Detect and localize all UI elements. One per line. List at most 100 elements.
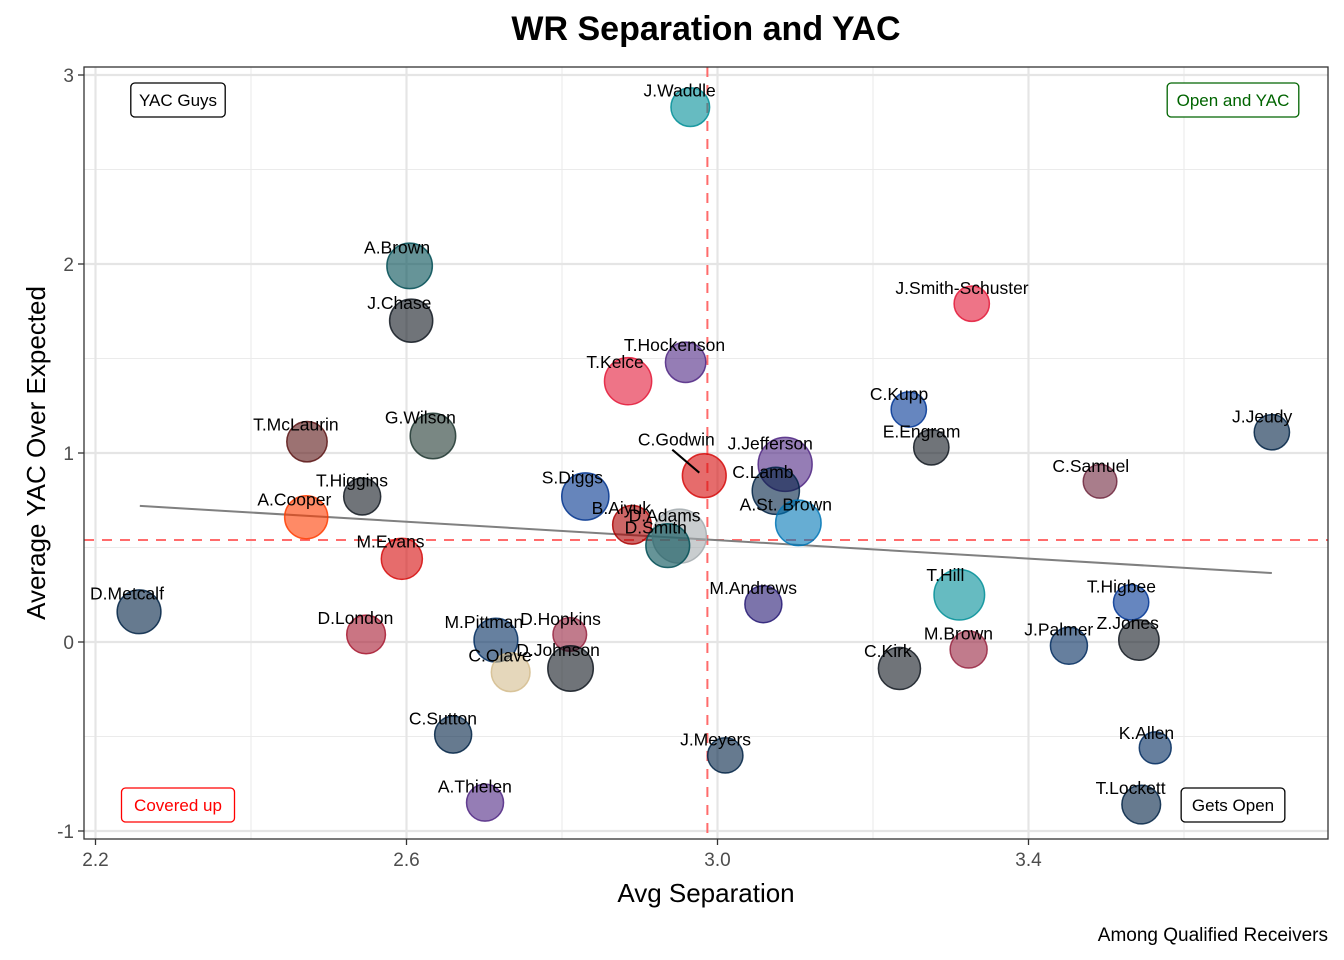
y-tick-label: 1 [63, 444, 74, 465]
point-label: C.Kupp [870, 384, 928, 404]
point-label: M.Brown [924, 623, 993, 643]
data-point [386, 242, 434, 290]
point-label: A.Thielen [438, 776, 512, 796]
y-axis-title: Average YAC Over Expected [21, 286, 51, 620]
point-label: D.Smith [625, 518, 687, 538]
point-label: S.Diggs [542, 467, 604, 487]
data-point [890, 391, 928, 428]
point-label: T.Hill [926, 565, 964, 585]
chart-title: WR Separation and YAC [511, 10, 900, 48]
data-point [603, 356, 653, 406]
point-label: J.Waddle [643, 80, 715, 100]
data-point [1117, 619, 1160, 662]
gridlines [84, 67, 1328, 839]
data-point [560, 472, 610, 521]
quadrant-label: YAC Guys [139, 91, 217, 110]
point-label: C.Olave [468, 646, 531, 666]
point-label: T.Higbee [1087, 577, 1156, 597]
y-axis: -1 0 1 2 3 [57, 66, 84, 843]
point-label: Z.Jones [1097, 613, 1159, 633]
quadrant-labels: YAC Guys Open and YAC Covered up Gets Open [120, 82, 1300, 823]
point-label: J.Jeudy [1232, 407, 1293, 427]
data-point [388, 298, 434, 344]
quadrant-label: Open and YAC [1177, 91, 1290, 110]
point-label: C.Samuel [1052, 456, 1129, 476]
point-label: T.Kelce [586, 352, 643, 372]
point-label: D.Metcalf [90, 584, 164, 604]
point-label: J.Meyers [680, 730, 751, 750]
label-leader-line [671, 448, 700, 474]
point-label: A.St. Brown [740, 494, 832, 514]
x-axis-title: Avg Separation [617, 878, 794, 908]
point-label: E.Engram [883, 422, 961, 442]
data-point [433, 715, 473, 754]
data-point [547, 644, 595, 692]
point-label: T.Higgins [316, 470, 388, 490]
data-point [953, 285, 991, 323]
data-point [912, 428, 950, 466]
data-point [949, 630, 988, 669]
point-label: C.Sutton [409, 708, 477, 728]
point-label: D.London [317, 608, 393, 628]
data-point [706, 737, 744, 774]
x-axis: 2.2 2.6 3.0 3.4 [82, 839, 1042, 871]
quadrant-label: Gets Open [1192, 796, 1274, 815]
point-label: M.Pittman [444, 612, 523, 632]
quadrant-label-box [120, 787, 236, 823]
x-tick-label: 3.4 [1015, 850, 1042, 871]
data-point [1112, 583, 1150, 621]
point-label: A.Brown [364, 237, 430, 257]
data-point [409, 412, 457, 460]
data-point [342, 477, 382, 516]
point-label: C.Lamb [732, 462, 793, 482]
point-label: K.Allen [1119, 723, 1174, 743]
y-tick-label: 2 [63, 255, 74, 276]
data-point [744, 584, 783, 624]
y-tick-label: 3 [63, 66, 74, 87]
plot-panel: J.Waddle A.Brown J.Chase J.Smith-Schuster T.… [83, 66, 1329, 840]
point-label: T.McLaurin [253, 415, 339, 435]
data-point [1253, 413, 1291, 451]
data-point [774, 499, 822, 547]
point-label: D.Adams [629, 505, 701, 525]
x-tick-label: 2.2 [82, 850, 108, 871]
point-label: G.Wilson [385, 407, 456, 427]
point-label: D.Hopkins [520, 609, 601, 629]
data-point [380, 537, 424, 581]
point-label: M.Andrews [709, 578, 797, 598]
point-label: T.Lockett [1096, 778, 1166, 798]
y-tick-label: -1 [57, 822, 74, 843]
data-point [664, 341, 707, 384]
data-point [116, 589, 162, 635]
point-label: C.Kirk [864, 641, 912, 661]
quadrant-label: Covered up [134, 796, 222, 815]
data-point [611, 504, 653, 545]
data-point [345, 614, 387, 655]
data-point [1082, 463, 1118, 499]
data-point [670, 87, 711, 128]
x-tick-label: 3.0 [704, 850, 730, 871]
data-point [645, 522, 691, 569]
quadrant-label-box [130, 82, 226, 118]
data-points [116, 87, 1291, 825]
point-label: J.Jefferson [728, 433, 813, 453]
point-label: T.Hockenson [624, 335, 725, 355]
data-point [286, 420, 328, 463]
data-point [877, 646, 922, 691]
point-label: J.Smith-Schuster [895, 278, 1028, 298]
data-point [465, 783, 505, 822]
data-point [933, 568, 986, 621]
data-point [490, 652, 531, 693]
point-label: D.Johnson [516, 640, 600, 660]
point-label: B.Aiyuk [592, 498, 652, 518]
data-point [681, 453, 727, 499]
point-label: A.Cooper [257, 489, 331, 509]
point-labels: J.Waddle A.Brown J.Chase J.Smith-Schuster T.… [90, 80, 1293, 797]
point-label: M.Evans [356, 532, 424, 552]
y-tick-label: 0 [63, 633, 74, 654]
data-point [1049, 626, 1089, 666]
quadrant-label-box [1166, 82, 1300, 118]
chart-caption: Among Qualified Receivers [1098, 925, 1328, 946]
quadrant-label-box [1180, 787, 1286, 823]
